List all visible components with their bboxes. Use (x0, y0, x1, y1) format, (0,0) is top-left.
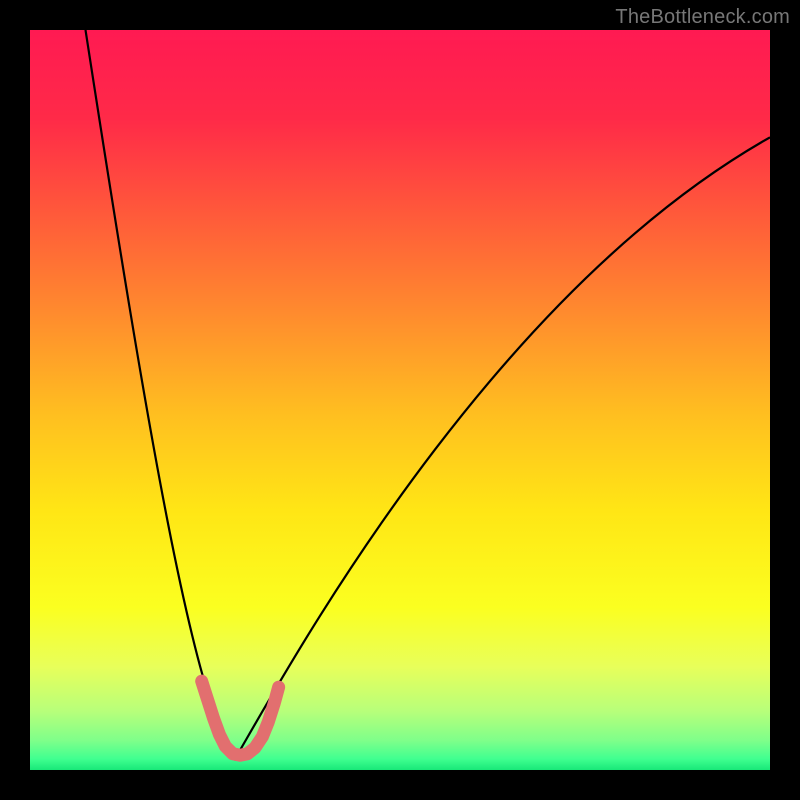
chart-container: TheBottleneck.com (0, 0, 800, 800)
curve-layer (30, 30, 770, 770)
optimal-zone-marker (202, 681, 279, 755)
plot-area (30, 30, 770, 770)
watermark-text: TheBottleneck.com (615, 6, 790, 29)
bottleneck-curve (86, 30, 771, 759)
